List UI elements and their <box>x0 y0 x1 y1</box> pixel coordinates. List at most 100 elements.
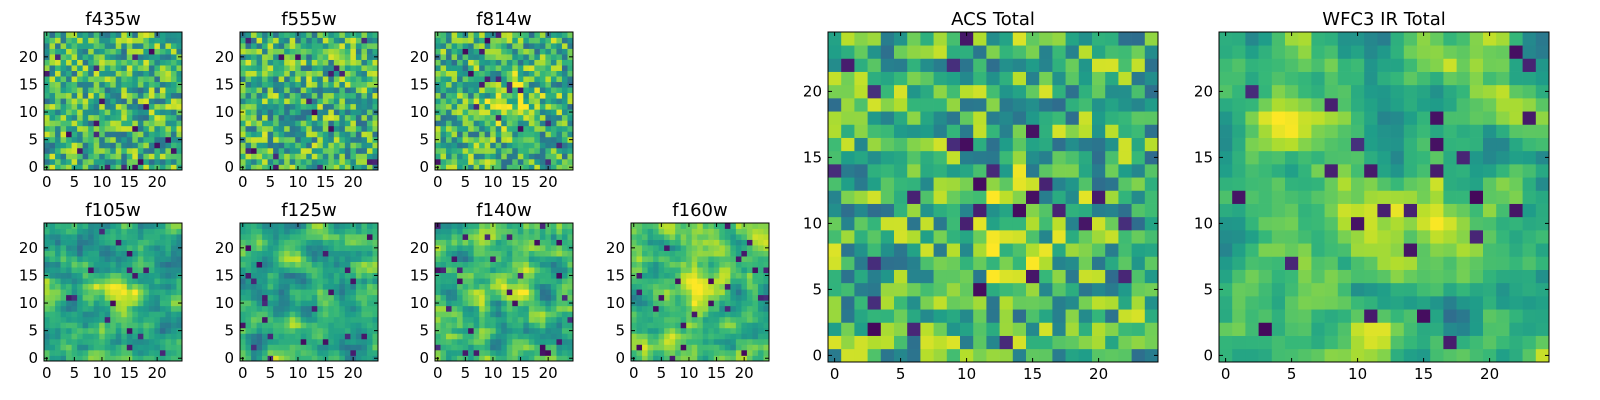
heat-cell <box>71 59 78 66</box>
heat-cell <box>490 283 497 290</box>
heat-cell <box>457 228 463 235</box>
heat-cell <box>735 327 742 334</box>
heat-cell <box>93 54 100 60</box>
heat-cell <box>545 322 552 329</box>
heat-cell <box>1131 243 1146 257</box>
heat-cell <box>468 120 474 127</box>
heat-cell <box>550 228 557 235</box>
heat-cell <box>735 223 742 229</box>
heat-cell <box>752 223 759 229</box>
heat-cell <box>355 223 362 229</box>
heat-cell <box>289 87 296 94</box>
heat-cell <box>451 98 458 105</box>
heat-cell <box>567 261 574 268</box>
heat-cell <box>636 327 643 334</box>
heat-cell <box>440 316 447 323</box>
heat-cell <box>675 338 682 345</box>
heat-cell <box>71 305 78 312</box>
heat-cell <box>1131 296 1146 310</box>
heat-cell <box>300 65 307 71</box>
heat-cell <box>1092 296 1106 310</box>
heat-cell <box>567 153 574 160</box>
heat-cell <box>517 294 524 301</box>
heat-cell <box>680 228 687 235</box>
heat-cell <box>556 70 563 77</box>
heat-cell <box>746 316 753 323</box>
heat-cell <box>137 142 144 149</box>
heat-cell <box>289 283 296 290</box>
heat-cell <box>267 294 274 301</box>
heat-cell <box>251 223 257 229</box>
y-tick-label: 10 <box>410 103 429 121</box>
heat-cell <box>148 278 155 285</box>
heat-cell <box>317 349 324 356</box>
heat-cell <box>539 54 546 60</box>
heat-cell <box>539 48 546 55</box>
heat-cell <box>528 294 535 301</box>
heat-cell <box>350 70 357 77</box>
heat-cell <box>126 120 133 127</box>
heat-cell <box>295 234 302 240</box>
heat-cell <box>126 109 133 116</box>
heat-cell <box>669 234 676 240</box>
heat-cell <box>344 114 351 121</box>
heat-cell <box>523 278 530 285</box>
heat-cell <box>322 98 329 105</box>
heat-cell <box>88 294 95 301</box>
heat-cell <box>159 48 166 55</box>
heat-cell <box>539 158 546 165</box>
heat-cell <box>104 48 111 55</box>
heat-cell <box>295 98 302 105</box>
heat-cell <box>361 344 368 351</box>
heat-cell <box>344 283 351 290</box>
heat-cell <box>322 349 329 356</box>
heat-cell <box>154 43 161 49</box>
heat-cell <box>317 87 324 94</box>
heat-cell <box>339 234 346 240</box>
heat-cell <box>1078 348 1093 363</box>
heat-cell <box>82 147 89 154</box>
heat-cell <box>763 234 770 240</box>
heat-cell <box>468 81 474 88</box>
heat-cell <box>473 344 480 351</box>
heat-cell <box>176 131 183 138</box>
heat-cell <box>137 349 144 356</box>
heat-cell <box>71 327 78 334</box>
heat-cell <box>907 230 921 244</box>
x-tick-label: 5 <box>266 173 276 191</box>
heat-cell <box>49 278 56 285</box>
heat-cell <box>245 158 252 165</box>
heat-cell <box>828 309 842 323</box>
heat-cell <box>501 333 508 340</box>
heat-cell <box>451 223 458 229</box>
heat-cell <box>366 142 373 149</box>
heat-cell <box>350 81 357 88</box>
heat-cell <box>686 272 693 279</box>
x-tick-label: 5 <box>266 364 276 382</box>
heat-cell <box>256 234 263 240</box>
heat-cell <box>735 355 742 362</box>
heat-cell <box>110 109 117 116</box>
heat-cell <box>556 76 563 83</box>
heat-cell <box>960 322 974 336</box>
heat-cell <box>66 70 72 77</box>
heat-cell <box>295 43 302 49</box>
heat-cell <box>473 338 480 345</box>
heat-cell <box>278 305 285 312</box>
heat-cell <box>159 278 166 285</box>
heat-cell <box>93 43 100 49</box>
heat-cell <box>479 294 486 301</box>
heat-cell <box>328 103 335 110</box>
heat-cell <box>473 294 480 301</box>
heat-cell <box>176 92 183 99</box>
heat-cell <box>311 59 318 66</box>
heat-cell <box>506 125 513 132</box>
heat-cell <box>273 250 279 257</box>
heat-cell <box>143 355 150 362</box>
heat-cell <box>104 92 111 99</box>
heat-cell <box>680 355 687 362</box>
heat-cell <box>333 147 340 154</box>
heat-cell <box>664 223 670 229</box>
heat-cell <box>920 203 934 218</box>
heat-cell <box>256 70 263 77</box>
